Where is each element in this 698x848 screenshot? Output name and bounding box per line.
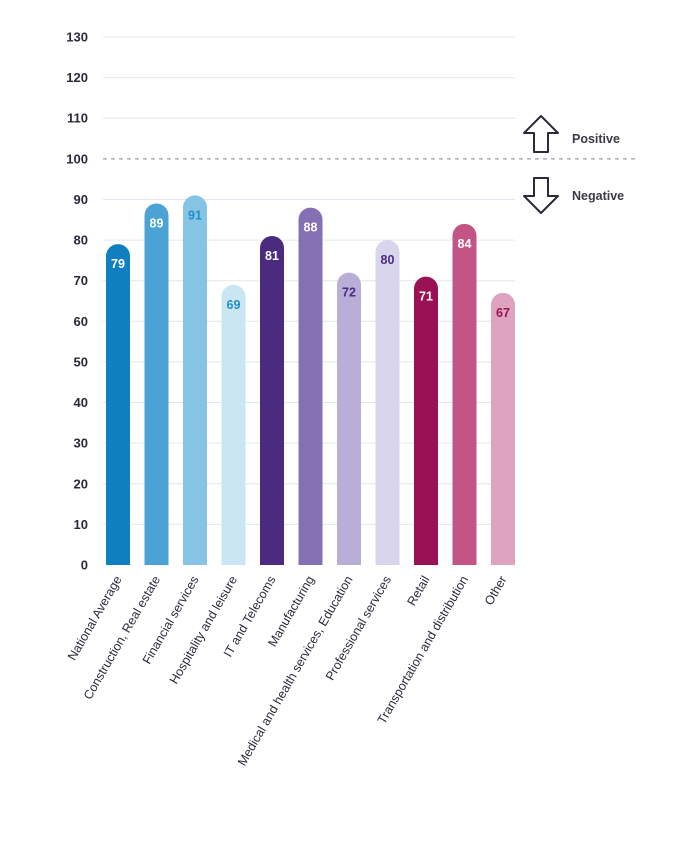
data-label-construction-real-estate: 89 [150,217,164,231]
positive-label: Positive [572,132,620,146]
data-label-financial-services: 91 [188,208,202,222]
y-tick-label-70: 70 [74,273,88,288]
data-label-it-and-telecoms: 81 [265,249,279,263]
y-tick-label-20: 20 [74,476,88,491]
y-tick-label-110: 110 [67,111,88,126]
bar-financial-services [183,195,207,565]
bar-medical-and-health-services-education [337,272,361,565]
y-tick-label-80: 80 [74,233,88,248]
x-tick-label-construction-real-estate: Construction, Real estate [81,573,163,702]
bar-manufacturing [298,207,323,566]
data-label-medical-and-health-services-education: 72 [342,286,356,300]
data-label-transportation-and-distribution: 84 [458,237,472,251]
positive-annotation: Positive [523,115,620,153]
y-tick-label-100: 100 [66,151,88,166]
bars [106,195,515,566]
y-tick-label-0: 0 [81,558,88,573]
y-tick-label-60: 60 [74,314,88,329]
x-tick-label-hospitality-and-leisure: Hospitality and leisure [167,573,240,686]
data-label-manufacturing: 88 [304,221,318,235]
x-tick-label-retail: Retail [404,574,432,609]
data-label-national-average: 79 [111,257,125,271]
y-axis-tick-labels: 0 10 20 30 40 50 60 70 80 90 100 110 120 130 [66,30,88,573]
negative-label: Negative [572,189,624,203]
bar-national-average [106,244,130,565]
bar-transportation-and-distribution [452,223,477,565]
arrow-down-icon [523,177,559,214]
data-label-retail: 71 [419,290,433,304]
data-labels: 79 89 91 69 81 88 72 80 71 84 67 [111,208,510,319]
bar-it-and-telecoms [260,236,284,566]
y-tick-label-50: 50 [74,354,88,369]
bar-professional-services [375,240,400,565]
bar-retail [414,276,438,565]
data-label-hospitality-and-leisure: 69 [227,298,241,312]
y-tick-label-30: 30 [74,436,88,451]
y-tick-label-130: 130 [66,30,88,45]
arrow-up-icon [523,115,559,153]
bar-hospitality-and-leisure [221,284,246,565]
y-tick-label-120: 120 [66,70,88,85]
bar-construction-real-estate [144,203,169,565]
data-label-other: 67 [496,306,510,320]
bar-other [491,292,515,565]
y-tick-label-40: 40 [74,395,88,410]
negative-annotation: Negative [523,177,624,214]
x-tick-label-other: Other [482,574,510,608]
y-tick-label-90: 90 [74,192,88,207]
y-tick-label-10: 10 [74,517,88,532]
data-label-professional-services: 80 [381,253,395,267]
